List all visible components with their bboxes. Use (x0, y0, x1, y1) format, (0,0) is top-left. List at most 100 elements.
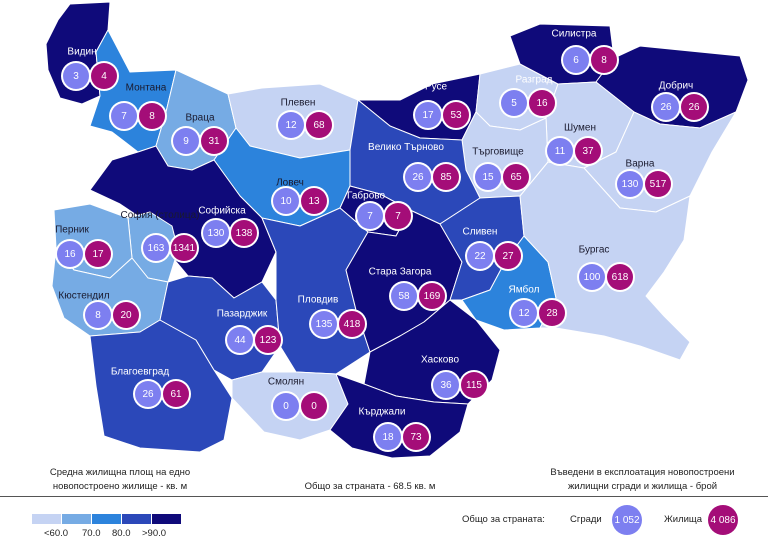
buildings-count-badge: 7 (357, 203, 383, 229)
region-name: Хасково (420, 354, 460, 366)
dwellings-count-badge: 20 (113, 302, 139, 328)
region-name: Благоевград (110, 366, 170, 378)
buildings-count-badge: 3 (63, 63, 89, 89)
buildings-count-badge: 9 (173, 128, 199, 154)
bulgaria-map (45, 1, 749, 459)
buildings-count-badge: 5 (501, 90, 527, 116)
dwellings-count-badge: 73 (403, 424, 429, 450)
buildings-total-badge: 1 052 (612, 505, 642, 535)
region-name: Ямбол (508, 284, 540, 296)
buildings-count-badge: 15 (475, 164, 501, 190)
dwellings-count-badge: 28 (539, 300, 565, 326)
buildings-count-badge: 135 (311, 311, 337, 337)
region-name: Велико Търново (368, 142, 444, 153)
left-legend-line-1: Средна жилищна площ на едно (49, 467, 191, 478)
buildings-count-badge: 12 (511, 300, 537, 326)
country-average-note: Общо за страната - 68.5 кв. м (304, 481, 436, 492)
region-name: София (столица) (120, 210, 200, 221)
buildings-count-badge: 7 (111, 103, 137, 129)
dwellings-count-badge: 13 (301, 188, 327, 214)
scale-label: 70.0 (82, 528, 101, 539)
map-area: Видин 3 4 Монтана 7 8 Враца 9 31 Плевен 12 68 Русе 17… (45, 1, 749, 459)
region-name: Перник (55, 224, 89, 236)
region-name: Шумен (563, 122, 597, 134)
region-name: Пазарджик (216, 308, 268, 320)
buildings-count-badge: 26 (405, 164, 431, 190)
buildings-count-badge: 100 (579, 264, 605, 290)
dwellings-count-badge: 68 (306, 112, 332, 138)
buildings-count-badge: 36 (433, 372, 459, 398)
dwellings-count-badge: 8 (139, 103, 165, 129)
region-name: Ловеч (276, 177, 304, 189)
left-legend-line-2: новопостроено жилище - кв. м (52, 481, 188, 492)
right-legend-line-2: жилищни сгради и жилища - брой (567, 481, 718, 492)
scale-label: <60.0 (44, 528, 69, 539)
region-name: Варна (625, 158, 655, 170)
region-name: Стара Загора (368, 266, 432, 278)
buildings-count-badge: 18 (375, 424, 401, 450)
dwellings-count-badge: 115 (461, 372, 487, 398)
right-legend-title: Въведени в експлоатация новопостроени жи… (530, 466, 755, 494)
buildings-label: Сгради (570, 514, 602, 525)
region-name: Сливен (462, 226, 498, 238)
buildings-count-badge: 8 (85, 302, 111, 328)
dwellings-count-badge: 618 (607, 264, 633, 290)
region-name: Кърджали (358, 406, 406, 418)
region-name: Плевен (280, 97, 316, 109)
dwellings-count-badge: 26 (681, 94, 707, 120)
region-name: Силистра (551, 28, 597, 40)
buildings-count-badge: 16 (57, 241, 83, 267)
region-name: Софийска (198, 205, 246, 217)
buildings-count-badge: 22 (467, 243, 493, 269)
dwellings-count-badge: 31 (201, 128, 227, 154)
buildings-count-badge: 26 (135, 381, 161, 407)
right-legend-line-1: Въведени в експлоатация новопостроени (550, 467, 735, 478)
buildings-count-badge: 163 (143, 235, 169, 261)
scale-swatch (32, 514, 61, 524)
legend-divider (0, 496, 768, 497)
dwellings-count-badge: 7 (385, 203, 411, 229)
dwellings-count-badge: 517 (645, 171, 671, 197)
region-name: Враца (185, 112, 215, 124)
dwellings-count-badge: 53 (443, 102, 469, 128)
region-name: Монтана (125, 82, 167, 94)
buildings-count-badge: 17 (415, 102, 441, 128)
dwellings-label: Жилища (664, 514, 703, 525)
dwellings-count-badge: 138 (231, 220, 257, 246)
scale-label: 80.0 (112, 528, 131, 539)
buildings-count-badge: 130 (617, 171, 643, 197)
dwellings-count-badge: 61 (163, 381, 189, 407)
dwellings-count-badge: 4 (91, 63, 117, 89)
buildings-count-badge: 0 (273, 393, 299, 419)
scale-swatch (62, 514, 91, 524)
buildings-count-badge: 10 (273, 188, 299, 214)
dwellings-total-badge: 4 086 (708, 505, 738, 535)
dwellings-count-badge: 37 (575, 138, 601, 164)
buildings-count-badge: 6 (563, 47, 589, 73)
region-name: Добрич (658, 80, 694, 92)
region-name: Габрово (346, 190, 386, 202)
scale-swatch (152, 514, 181, 524)
region-shape-kardzhali (329, 373, 469, 459)
dwellings-count-badge: 169 (419, 283, 445, 309)
region-name: Разград (515, 74, 553, 86)
buildings-count-badge: 44 (227, 327, 253, 353)
dwellings-count-badge: 8 (591, 47, 617, 73)
region-name: Русе (424, 81, 448, 93)
dwellings-count-badge: 27 (495, 243, 521, 269)
buildings-count-badge: 130 (203, 220, 229, 246)
region-name: Търговище (472, 146, 524, 158)
dwellings-count-badge: 85 (433, 164, 459, 190)
scale-swatch (92, 514, 121, 524)
dwellings-count-badge: 17 (85, 241, 111, 267)
region-name: Видин (67, 46, 97, 58)
buildings-count-badge: 58 (391, 283, 417, 309)
scale-swatch (122, 514, 151, 524)
dwellings-count-badge: 0 (301, 393, 327, 419)
dwellings-count-badge: 418 (339, 311, 365, 337)
dwellings-count-badge: 1341 (171, 235, 197, 261)
region-name: Пловдив (297, 294, 339, 306)
buildings-count-badge: 12 (278, 112, 304, 138)
left-legend-title: Средна жилищна площ на едно новопостроен… (20, 466, 220, 494)
region-shape-blagoevgrad (89, 319, 233, 453)
